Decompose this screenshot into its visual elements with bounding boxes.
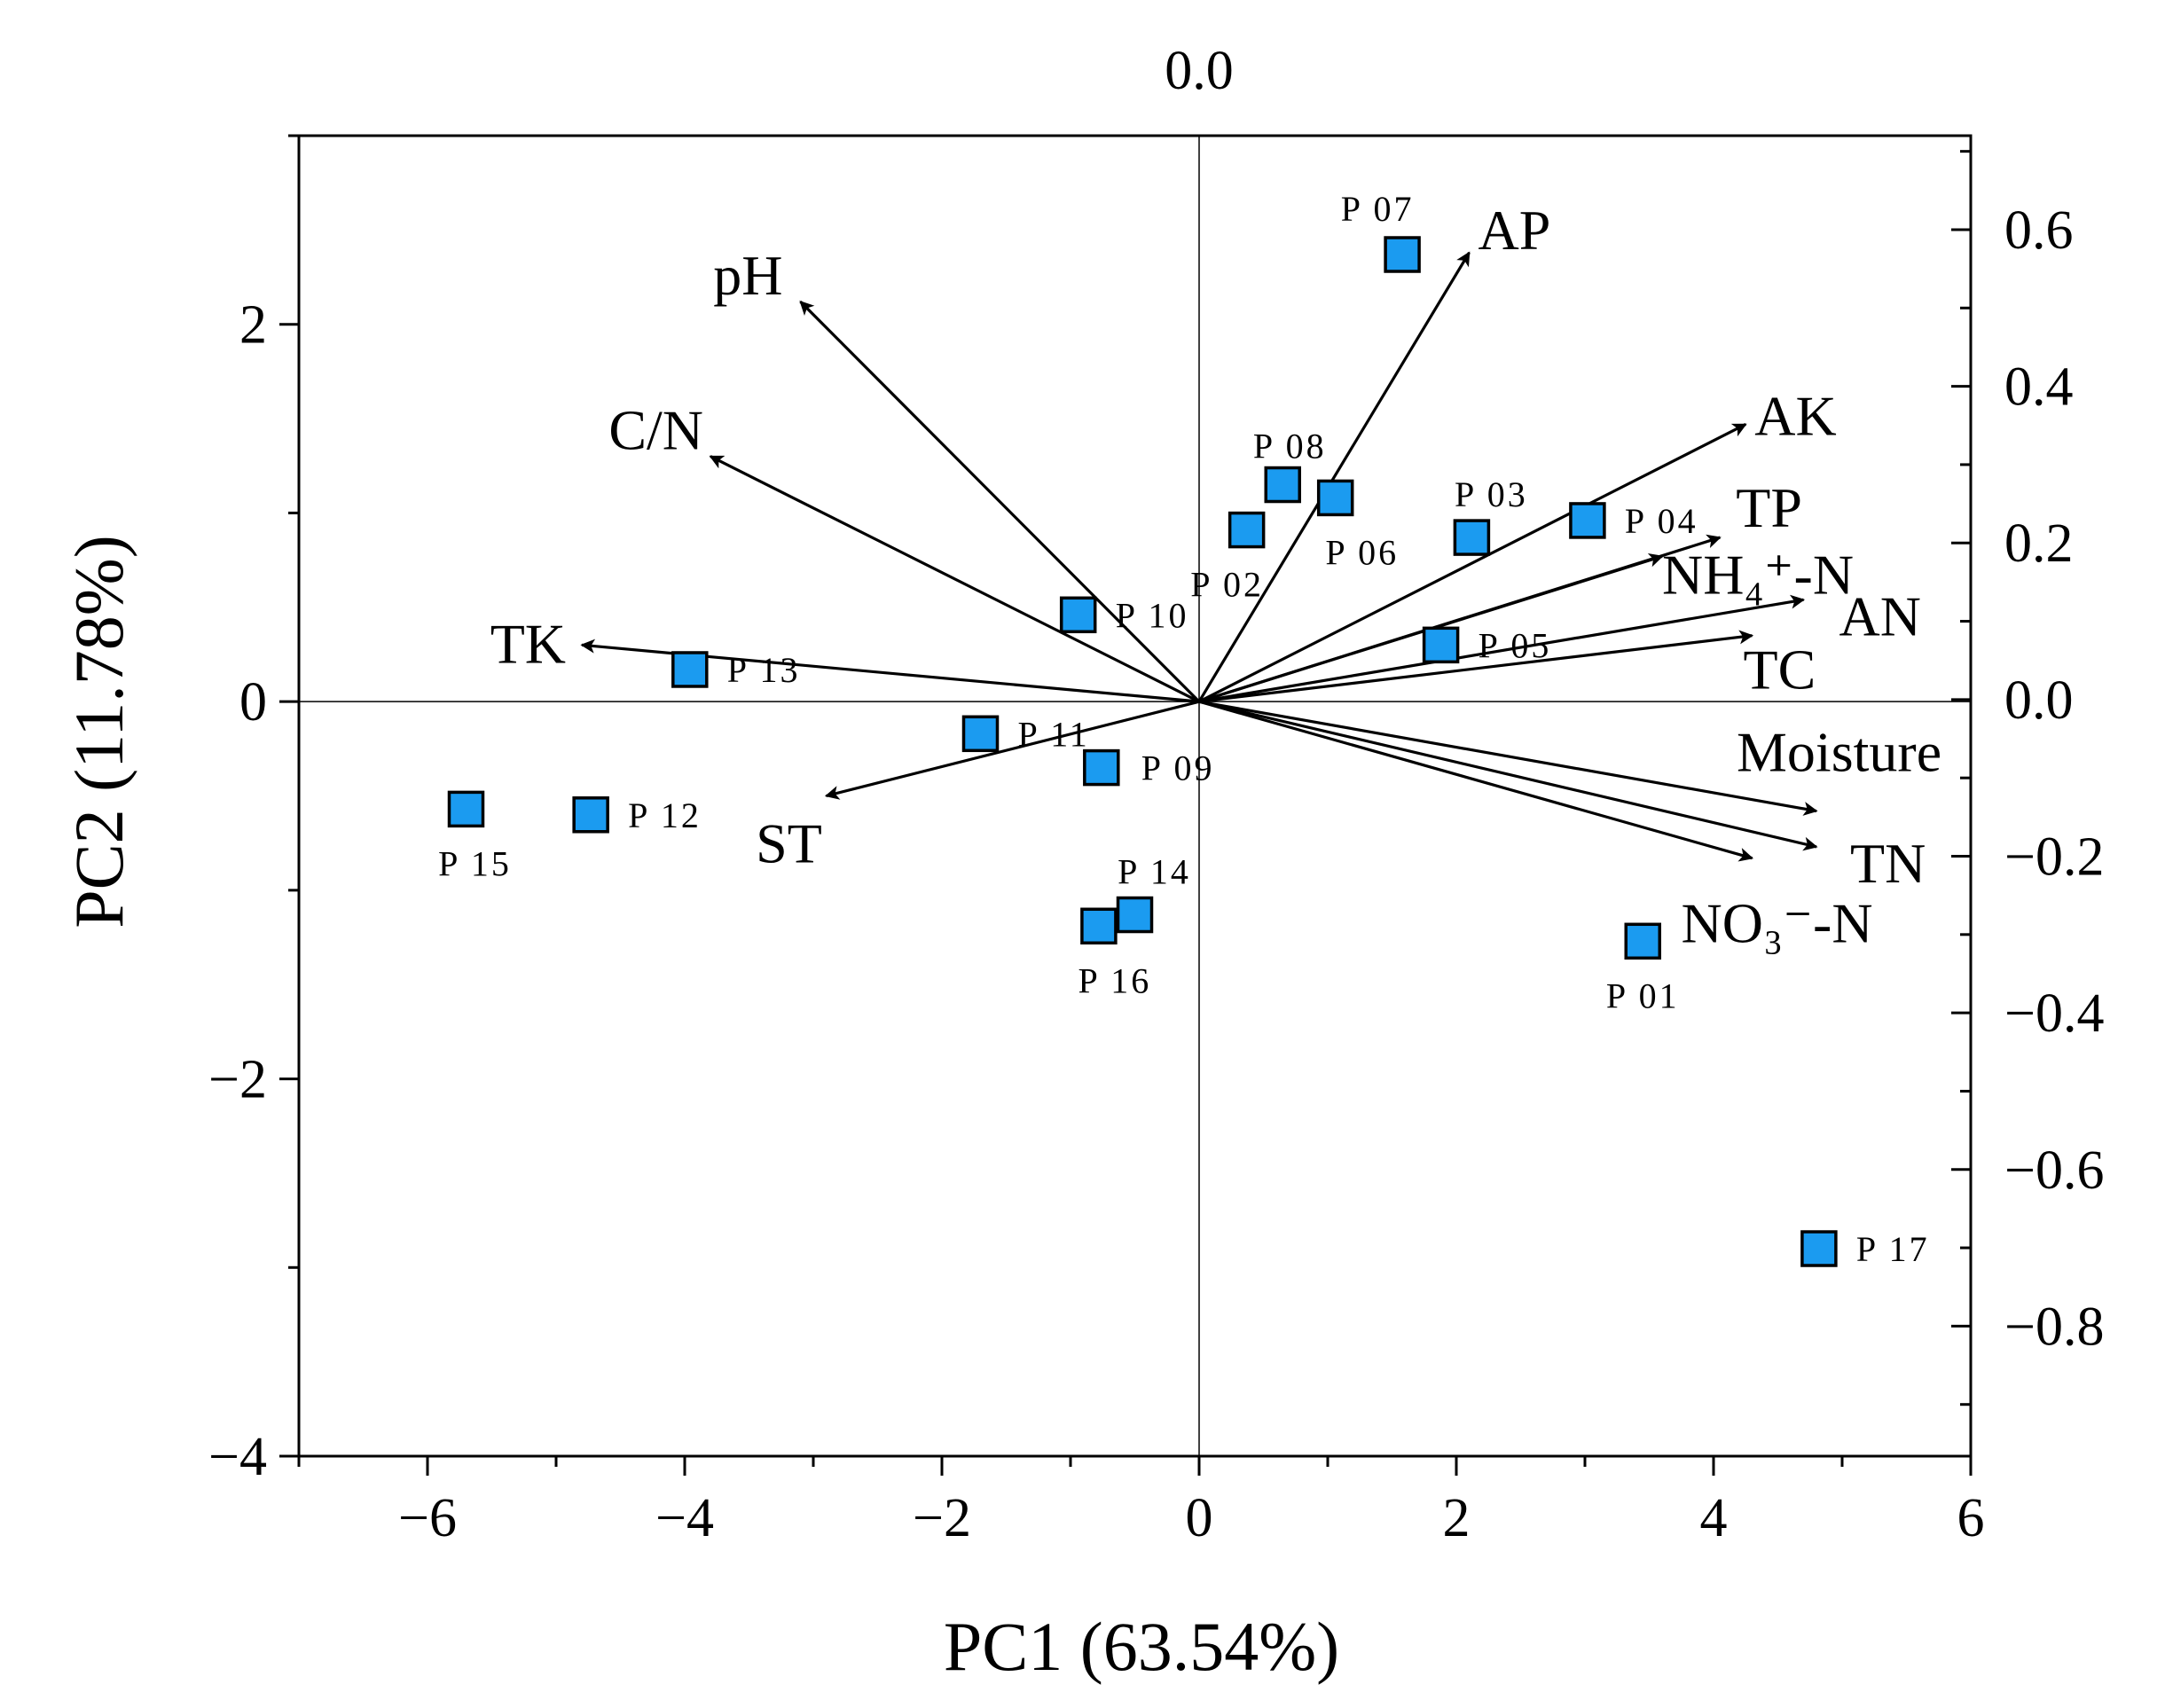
y-tick-label: 2 [239, 295, 267, 356]
loading-label: C/N [608, 399, 703, 462]
sample-point [572, 796, 609, 834]
loading-vector [1198, 594, 1806, 703]
loading-label: ST [756, 812, 822, 875]
sample-points-layer [447, 236, 1838, 1267]
y2-tick-label: 0.4 [2004, 357, 2074, 418]
sample-point [1059, 596, 1097, 634]
y2-tick-label: 0.0 [2004, 670, 2074, 731]
loading-label: NO₃⁻-N [1682, 892, 1873, 955]
loading-vector [1198, 700, 1754, 862]
loading-label: AP [1479, 199, 1551, 262]
sample-label: P 04 [1625, 501, 1698, 541]
sample-label: P 11 [1018, 714, 1090, 754]
loading-label: TN [1850, 832, 1926, 895]
x-tick-label: −6 [398, 1488, 457, 1548]
sample-label: P 02 [1190, 565, 1264, 605]
axes-layer: −6 −4 −2 0 2 4 6 −4 −2 0 2 −0.8 −0.6 −0.4 −0.2 0.0 0.2 0.… [208, 134, 2104, 1548]
sample-label: P 05 [1479, 625, 1552, 665]
sample-point [1083, 748, 1120, 787]
loading-label: AN [1839, 584, 1921, 647]
sample-label: P 15 [438, 843, 512, 883]
loading-vector [1198, 423, 1747, 703]
sample-label: P 07 [1341, 189, 1415, 229]
sample-point [1116, 896, 1154, 934]
loading-label: AK [1754, 384, 1836, 447]
y2-tick-label: −0.4 [2004, 983, 2104, 1044]
sample-point [961, 715, 1000, 753]
sample-label: P 17 [1856, 1229, 1930, 1269]
plot-frame [297, 134, 1973, 1458]
x-tick-label: −4 [655, 1488, 714, 1548]
sample-label: P 13 [727, 650, 801, 690]
sample-point [1316, 479, 1354, 517]
sample-point [1624, 922, 1661, 960]
sample-label: P 06 [1325, 532, 1399, 572]
loading-vector [1197, 251, 1471, 702]
y-axis-title: PC2 (11.78%) [60, 535, 137, 928]
loading-vector [1198, 700, 1818, 816]
y-tick-label: −2 [208, 1050, 267, 1110]
x-axis-title: PC1 (63.54%) [944, 1608, 1339, 1685]
y2-tick-label: −0.6 [2004, 1140, 2104, 1201]
y-tick-label: −4 [208, 1427, 267, 1487]
sample-label: P 16 [1078, 960, 1152, 1000]
loading-label: NH₄⁺-N [1662, 543, 1854, 606]
sample-point [1228, 511, 1266, 549]
sample-label: P 01 [1606, 975, 1680, 1015]
loading-vector [1198, 630, 1754, 703]
loading-label: TK [490, 612, 566, 675]
loading-label: TP [1736, 476, 1802, 539]
sample-point [1569, 502, 1606, 539]
loading-label: pH [713, 244, 782, 307]
sample-label: P 09 [1141, 748, 1215, 788]
sample-label: P 03 [1455, 474, 1528, 514]
sample-label: P 12 [628, 795, 702, 835]
x-tick-label: 4 [1700, 1488, 1728, 1548]
x-tick-label: 2 [1443, 1488, 1471, 1548]
sample-point [1800, 1230, 1838, 1267]
sample-point [447, 790, 485, 828]
sample-label: P 14 [1118, 852, 1191, 892]
sample-point [1080, 907, 1118, 945]
y2-tick-label: 0.2 [2004, 513, 2074, 574]
loading-label: Moisture [1737, 721, 1941, 784]
loading-vector [799, 301, 1201, 703]
y2-tick-label: 0.6 [2004, 200, 2074, 261]
sample-point [1264, 466, 1301, 504]
loading-vector [824, 700, 1200, 800]
x-tick-label: 0 [1186, 1488, 1213, 1548]
x-tick-label: −2 [913, 1488, 971, 1548]
sample-point [671, 651, 709, 688]
loading-vector [1198, 700, 1818, 851]
sample-label: P 10 [1116, 595, 1189, 635]
top-axis-label: 0.0 [1165, 41, 1234, 101]
sample-point [1384, 236, 1421, 273]
sample-label: P 08 [1253, 427, 1327, 466]
y2-tick-label: −0.8 [2004, 1297, 2104, 1357]
loading-label: TC [1744, 639, 1816, 701]
sample-point [1453, 519, 1491, 556]
x-tick-label: 6 [1957, 1488, 1985, 1548]
sample-point [1422, 626, 1460, 664]
y2-tick-label: −0.2 [2004, 827, 2104, 888]
loading-vector [709, 455, 1200, 703]
y-tick-label: 0 [239, 672, 267, 733]
